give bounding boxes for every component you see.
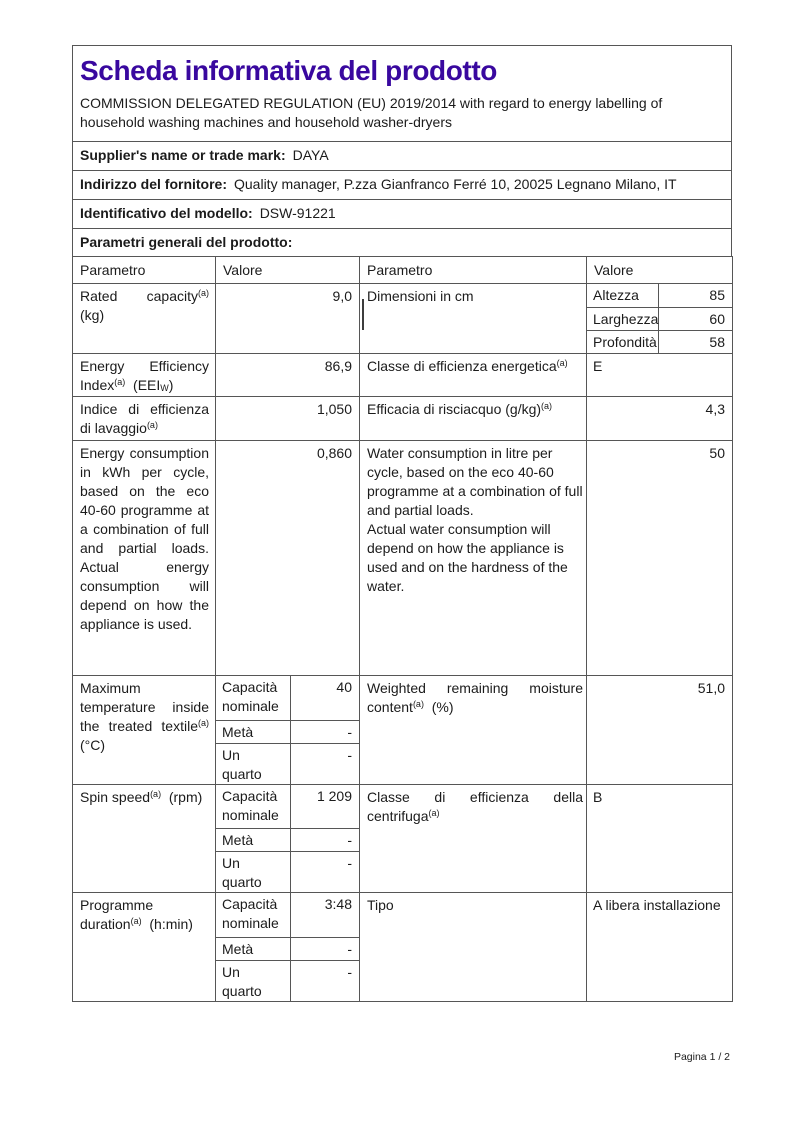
param-cell: Water consumption in litre per cycle, ba… bbox=[359, 440, 587, 676]
param-cell: Spin speed(a) (rpm) bbox=[72, 783, 216, 893]
capacity-subtable: Capacità nominale 3:48 Metà - Un quarto … bbox=[216, 893, 359, 1001]
title-block: Scheda informativa del prodotto COMMISSI… bbox=[72, 45, 732, 141]
value-cell: B bbox=[586, 783, 733, 893]
subrow-meta: Metà - bbox=[216, 937, 359, 961]
dimensions-subtable: Altezza 85 Larghezza 60 Profondità 58 bbox=[587, 284, 732, 353]
param-cell: Classe di efficienza energetica(a) bbox=[359, 353, 587, 397]
row-energy-water-consumption: Energy consumption in kWh per cycle, bas… bbox=[72, 440, 733, 676]
capacity-subtable: Capacità nominale 40 Metà - Un quarto - bbox=[216, 676, 359, 784]
param-cell: Efficacia di risciacquo (g/kg)(a) bbox=[359, 396, 587, 441]
row-max-temperature: Maximum temperature inside the treated t… bbox=[72, 675, 733, 785]
subrow-un-quarto: Un quarto - bbox=[216, 960, 359, 1001]
param-cell: Rated capacity(a) (kg) bbox=[72, 283, 216, 354]
page-title: Scheda informativa del prodotto bbox=[80, 55, 497, 86]
row-energy-efficiency-index: Energy Efficiency Index(a) (EEIW) 86,9 C… bbox=[72, 353, 733, 397]
section-header: Parametri generali del prodotto: bbox=[72, 228, 732, 256]
column-header-valore-2: Valore bbox=[586, 256, 733, 284]
subrow-profondita: Profondità 58 bbox=[587, 330, 732, 353]
subrow-value: - bbox=[347, 963, 352, 980]
value-cell: 1,050 bbox=[215, 396, 360, 441]
subrow-capacita-nominale: Capacità nominale 3:48 bbox=[216, 893, 359, 938]
column-header-valore-1: Valore bbox=[215, 256, 360, 284]
capacity-subtable-cell: Capacità nominale 40 Metà - Un quarto - bbox=[215, 675, 360, 785]
table-header-row: Parametro Valore Parametro Valore bbox=[72, 256, 733, 284]
subrow-label: Un quarto bbox=[216, 851, 291, 892]
subrow-value: 3:48 bbox=[290, 893, 359, 938]
value-cell: 4,3 bbox=[586, 396, 733, 441]
row-rated-capacity: Rated capacity(a) (kg) 9,0 Dimensioni in… bbox=[72, 283, 733, 354]
subrow-value: 58 bbox=[709, 333, 725, 350]
model-identifier-label: Identificativo del modello: bbox=[80, 205, 253, 221]
subrow-value: - bbox=[290, 937, 359, 961]
subrow-label: Metà bbox=[216, 937, 291, 961]
supplier-row: Supplier's name or trade mark: DAYA bbox=[72, 141, 732, 170]
subrow-capacita-nominale: Capacità nominale 40 bbox=[216, 676, 359, 721]
value-cell: E bbox=[586, 353, 733, 397]
dimensions-subtable-cell: Altezza 85 Larghezza 60 Profondità 58 bbox=[586, 283, 733, 354]
subrow-meta: Metà - bbox=[216, 828, 359, 852]
subrow-value: 40 bbox=[290, 676, 359, 721]
subrow-value: 1 209 bbox=[290, 784, 359, 829]
supplier-label: Supplier's name or trade mark: bbox=[80, 147, 286, 163]
subrow-label: Metà bbox=[216, 720, 291, 744]
capacity-subtable: Capacità nominale 1 209 Metà - Un quarto… bbox=[216, 784, 359, 892]
param-cell: Classe di efficienza della centrifuga(a) bbox=[359, 783, 587, 893]
subrow-label: Larghezza bbox=[587, 307, 659, 331]
param-cell: Programme duration(a) (h:min) bbox=[72, 892, 216, 1002]
param-cell: Energy Efficiency Index(a) (EEIW) bbox=[72, 353, 216, 397]
subrow-value: - bbox=[290, 720, 359, 744]
subrow-label: Un quarto bbox=[216, 960, 291, 1001]
model-identifier-row: Identificativo del modello: DSW-91221 bbox=[72, 199, 732, 228]
subrow-larghezza: Larghezza 60 bbox=[587, 307, 732, 331]
subrow-label: Capacità nominale bbox=[216, 676, 291, 721]
row-washing-efficiency-index: Indice di efficienza di lavaggio(a) 1,05… bbox=[72, 396, 733, 441]
subrow-label: Capacità nominale bbox=[216, 893, 291, 938]
value-cell: 50 bbox=[586, 440, 733, 676]
subrow-value: 85 bbox=[658, 284, 732, 308]
supplier-address-label: Indirizzo del fornitore: bbox=[80, 176, 227, 192]
param-cell: Energy consumption in kWh per cycle, bas… bbox=[72, 440, 216, 676]
capacity-subtable-cell: Capacità nominale 3:48 Metà - Un quarto … bbox=[215, 892, 360, 1002]
regulation-subtitle: COMMISSION DELEGATED REGULATION (EU) 201… bbox=[80, 95, 663, 130]
param-cell: Weighted remaining moisture content(a) (… bbox=[359, 675, 587, 785]
row-programme-duration: Programme duration(a) (h:min) Capacità n… bbox=[72, 892, 733, 1002]
subrow-label: Capacità nominale bbox=[216, 784, 291, 829]
capacity-subtable-cell: Capacità nominale 1 209 Metà - Un quarto… bbox=[215, 783, 360, 893]
subrow-un-quarto: Un quarto - bbox=[216, 851, 359, 892]
value-cell: A libera installazione bbox=[586, 892, 733, 1002]
subrow-label: Altezza bbox=[587, 284, 659, 308]
model-identifier-value: DSW-91221 bbox=[259, 205, 336, 221]
page-number: Pagina 1 / 2 bbox=[673, 1051, 730, 1063]
value-cell: 0,860 bbox=[215, 440, 360, 676]
subrow-label: Profondità bbox=[587, 330, 659, 353]
subrow-value: - bbox=[347, 855, 352, 871]
subrow-capacita-nominale: Capacità nominale 1 209 bbox=[216, 784, 359, 829]
subrow-value: - bbox=[347, 746, 352, 763]
subrow-un-quarto: Un quarto - bbox=[216, 743, 359, 784]
row-spin-speed: Spin speed(a) (rpm) Capacità nominale 1 … bbox=[72, 783, 733, 893]
param-cell: Maximum temperature inside the treated t… bbox=[72, 675, 216, 785]
param-cell: Indice di efficienza di lavaggio(a) bbox=[72, 396, 216, 441]
parameters-table: Parametro Valore Parametro Valore Rated … bbox=[72, 256, 733, 1002]
subrow-label: Un quarto bbox=[216, 743, 291, 784]
param-cell: Dimensioni in cm bbox=[359, 283, 587, 354]
supplier-value: DAYA bbox=[292, 147, 329, 163]
column-header-parametro-2: Parametro bbox=[359, 256, 587, 284]
subrow-altezza: Altezza 85 bbox=[587, 284, 732, 308]
subrow-meta: Metà - bbox=[216, 720, 359, 744]
subrow-value: - bbox=[290, 828, 359, 852]
value-cell: 86,9 bbox=[215, 353, 360, 397]
stray-cursor-mark bbox=[362, 299, 364, 330]
supplier-address-value: Quality manager, P.zza Gianfranco Ferré … bbox=[234, 176, 677, 192]
value-cell: 51,0 bbox=[586, 675, 733, 785]
subrow-label: Metà bbox=[216, 828, 291, 852]
value-cell: 9,0 bbox=[215, 283, 360, 354]
subrow-value: 60 bbox=[658, 307, 732, 331]
product-fiche: Scheda informativa del prodotto COMMISSI… bbox=[72, 45, 733, 1002]
supplier-address-row: Indirizzo del fornitore: Quality manager,… bbox=[72, 170, 732, 199]
param-cell: Tipo bbox=[359, 892, 587, 1002]
column-header-parametro-1: Parametro bbox=[72, 256, 216, 284]
